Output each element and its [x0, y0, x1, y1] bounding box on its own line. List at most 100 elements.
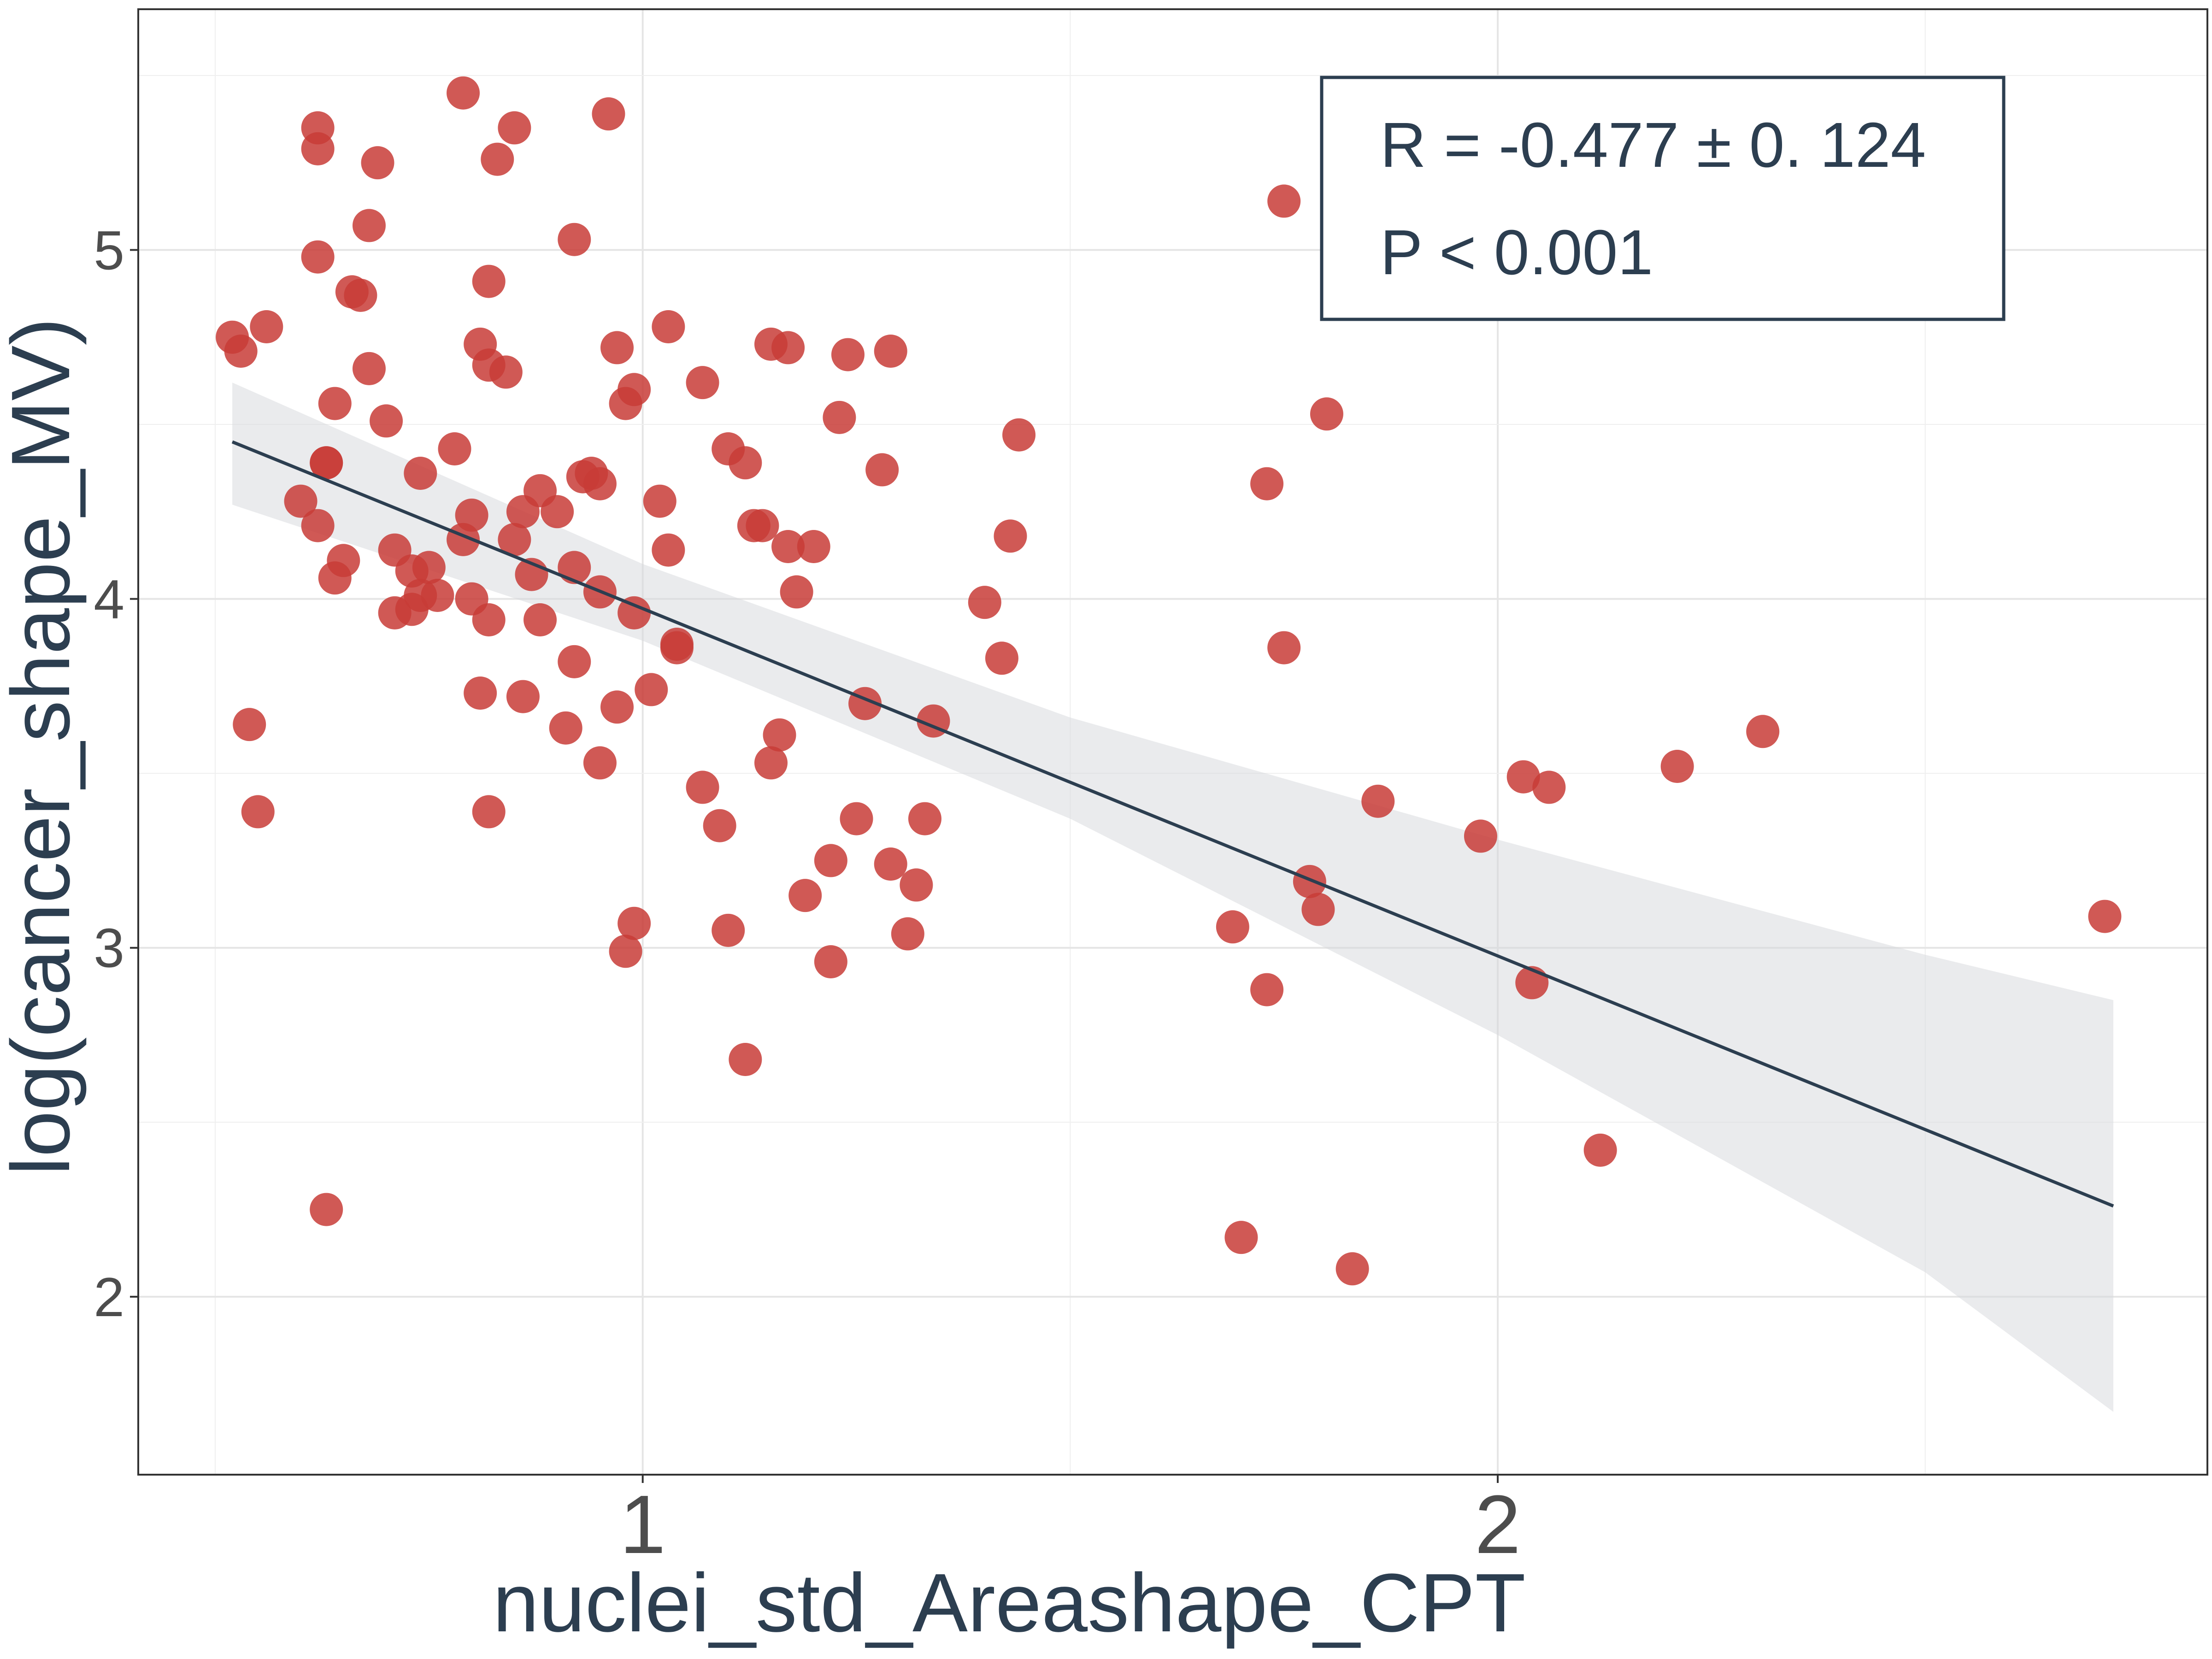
data-point	[754, 746, 788, 780]
y-axis-title: log(cancer_shape_MV)	[0, 318, 87, 1176]
data-point	[831, 338, 865, 371]
data-point	[1583, 1133, 1617, 1167]
data-point	[558, 645, 591, 678]
data-point	[352, 209, 386, 242]
confidence-band-group	[232, 382, 2113, 1412]
data-point	[224, 335, 258, 368]
data-point	[1506, 760, 1540, 794]
data-point	[1335, 1252, 1369, 1286]
data-point	[780, 575, 813, 609]
data-point	[250, 310, 283, 343]
data-point	[1532, 771, 1566, 804]
data-point	[472, 795, 506, 829]
data-point	[600, 690, 634, 724]
data-point	[310, 446, 343, 480]
data-point	[489, 355, 523, 389]
data-point	[344, 278, 377, 312]
data-points	[216, 76, 2122, 1286]
y-tick-label: 3	[94, 918, 124, 979]
data-point	[994, 519, 1027, 553]
data-point	[686, 366, 719, 400]
x-tick-label: 2	[1475, 1478, 1521, 1571]
data-point	[541, 495, 574, 529]
data-point	[472, 603, 506, 636]
data-point	[1464, 819, 1497, 853]
data-point	[686, 771, 719, 804]
data-point	[1746, 715, 1780, 748]
data-point	[891, 917, 924, 951]
data-point	[797, 530, 830, 563]
data-point	[600, 331, 634, 365]
data-point	[840, 802, 873, 835]
data-point	[771, 530, 805, 563]
data-point	[729, 446, 762, 480]
data-point	[1293, 865, 1326, 898]
data-point	[506, 680, 540, 713]
x-axis-title: nuclei_std_Areashape_CPT	[493, 1557, 1525, 1649]
data-point	[455, 498, 488, 532]
regression-line-group	[231, 440, 2114, 1208]
data-point	[464, 677, 497, 710]
data-point	[1002, 418, 1036, 452]
data-point	[712, 913, 745, 947]
data-point	[746, 509, 779, 542]
y-tick-label: 4	[94, 569, 124, 630]
data-point	[583, 746, 617, 780]
data-point	[814, 844, 847, 877]
data-point	[438, 432, 471, 465]
data-point	[558, 223, 591, 256]
data-point	[284, 484, 318, 518]
data-point	[241, 795, 275, 829]
data-point	[1250, 467, 1284, 500]
data-point	[1267, 184, 1301, 218]
data-point	[874, 335, 907, 368]
data-point	[618, 906, 651, 940]
confidence-band	[232, 382, 2113, 1412]
data-point	[361, 146, 394, 180]
data-point	[524, 603, 557, 636]
data-point	[498, 523, 531, 556]
stats-box-frame	[1320, 76, 2006, 321]
data-point	[472, 265, 506, 298]
data-point	[318, 387, 352, 420]
regression-line	[231, 440, 2114, 1208]
data-point	[660, 628, 694, 661]
data-point	[823, 400, 856, 434]
data-point	[301, 240, 335, 274]
data-point	[814, 945, 847, 978]
data-point	[498, 111, 531, 145]
data-point	[301, 132, 335, 165]
data-point	[583, 467, 617, 500]
x-tick-label: 1	[620, 1478, 666, 1571]
stats-p-text: P < 0.001	[1380, 217, 1653, 288]
y-tick-label: 5	[94, 219, 124, 281]
data-point	[1267, 631, 1301, 665]
panel-border	[137, 8, 2208, 1476]
data-point	[763, 718, 796, 752]
data-point	[327, 544, 360, 577]
data-point	[2088, 900, 2122, 933]
stats-box: R = -0.477 ± 0. 124 P < 0.001	[1320, 76, 2006, 321]
stats-r-text: R = -0.477 ± 0. 124	[1380, 110, 1926, 181]
data-point	[618, 596, 651, 629]
data-point	[1301, 893, 1335, 926]
data-point	[609, 935, 642, 968]
data-point	[352, 352, 386, 385]
data-point	[900, 868, 933, 902]
data-point	[233, 708, 266, 741]
y-tick-label: 2	[94, 1266, 124, 1328]
data-point	[865, 453, 899, 487]
data-point	[652, 310, 685, 343]
data-point	[908, 802, 941, 835]
data-point	[1660, 750, 1694, 783]
data-point	[370, 404, 403, 438]
data-point	[652, 533, 685, 567]
data-point	[874, 847, 907, 881]
data-point	[592, 97, 625, 131]
data-point	[421, 579, 454, 612]
data-point	[618, 373, 651, 406]
data-point	[447, 76, 480, 110]
data-point	[310, 1193, 343, 1226]
data-point	[985, 641, 1018, 675]
